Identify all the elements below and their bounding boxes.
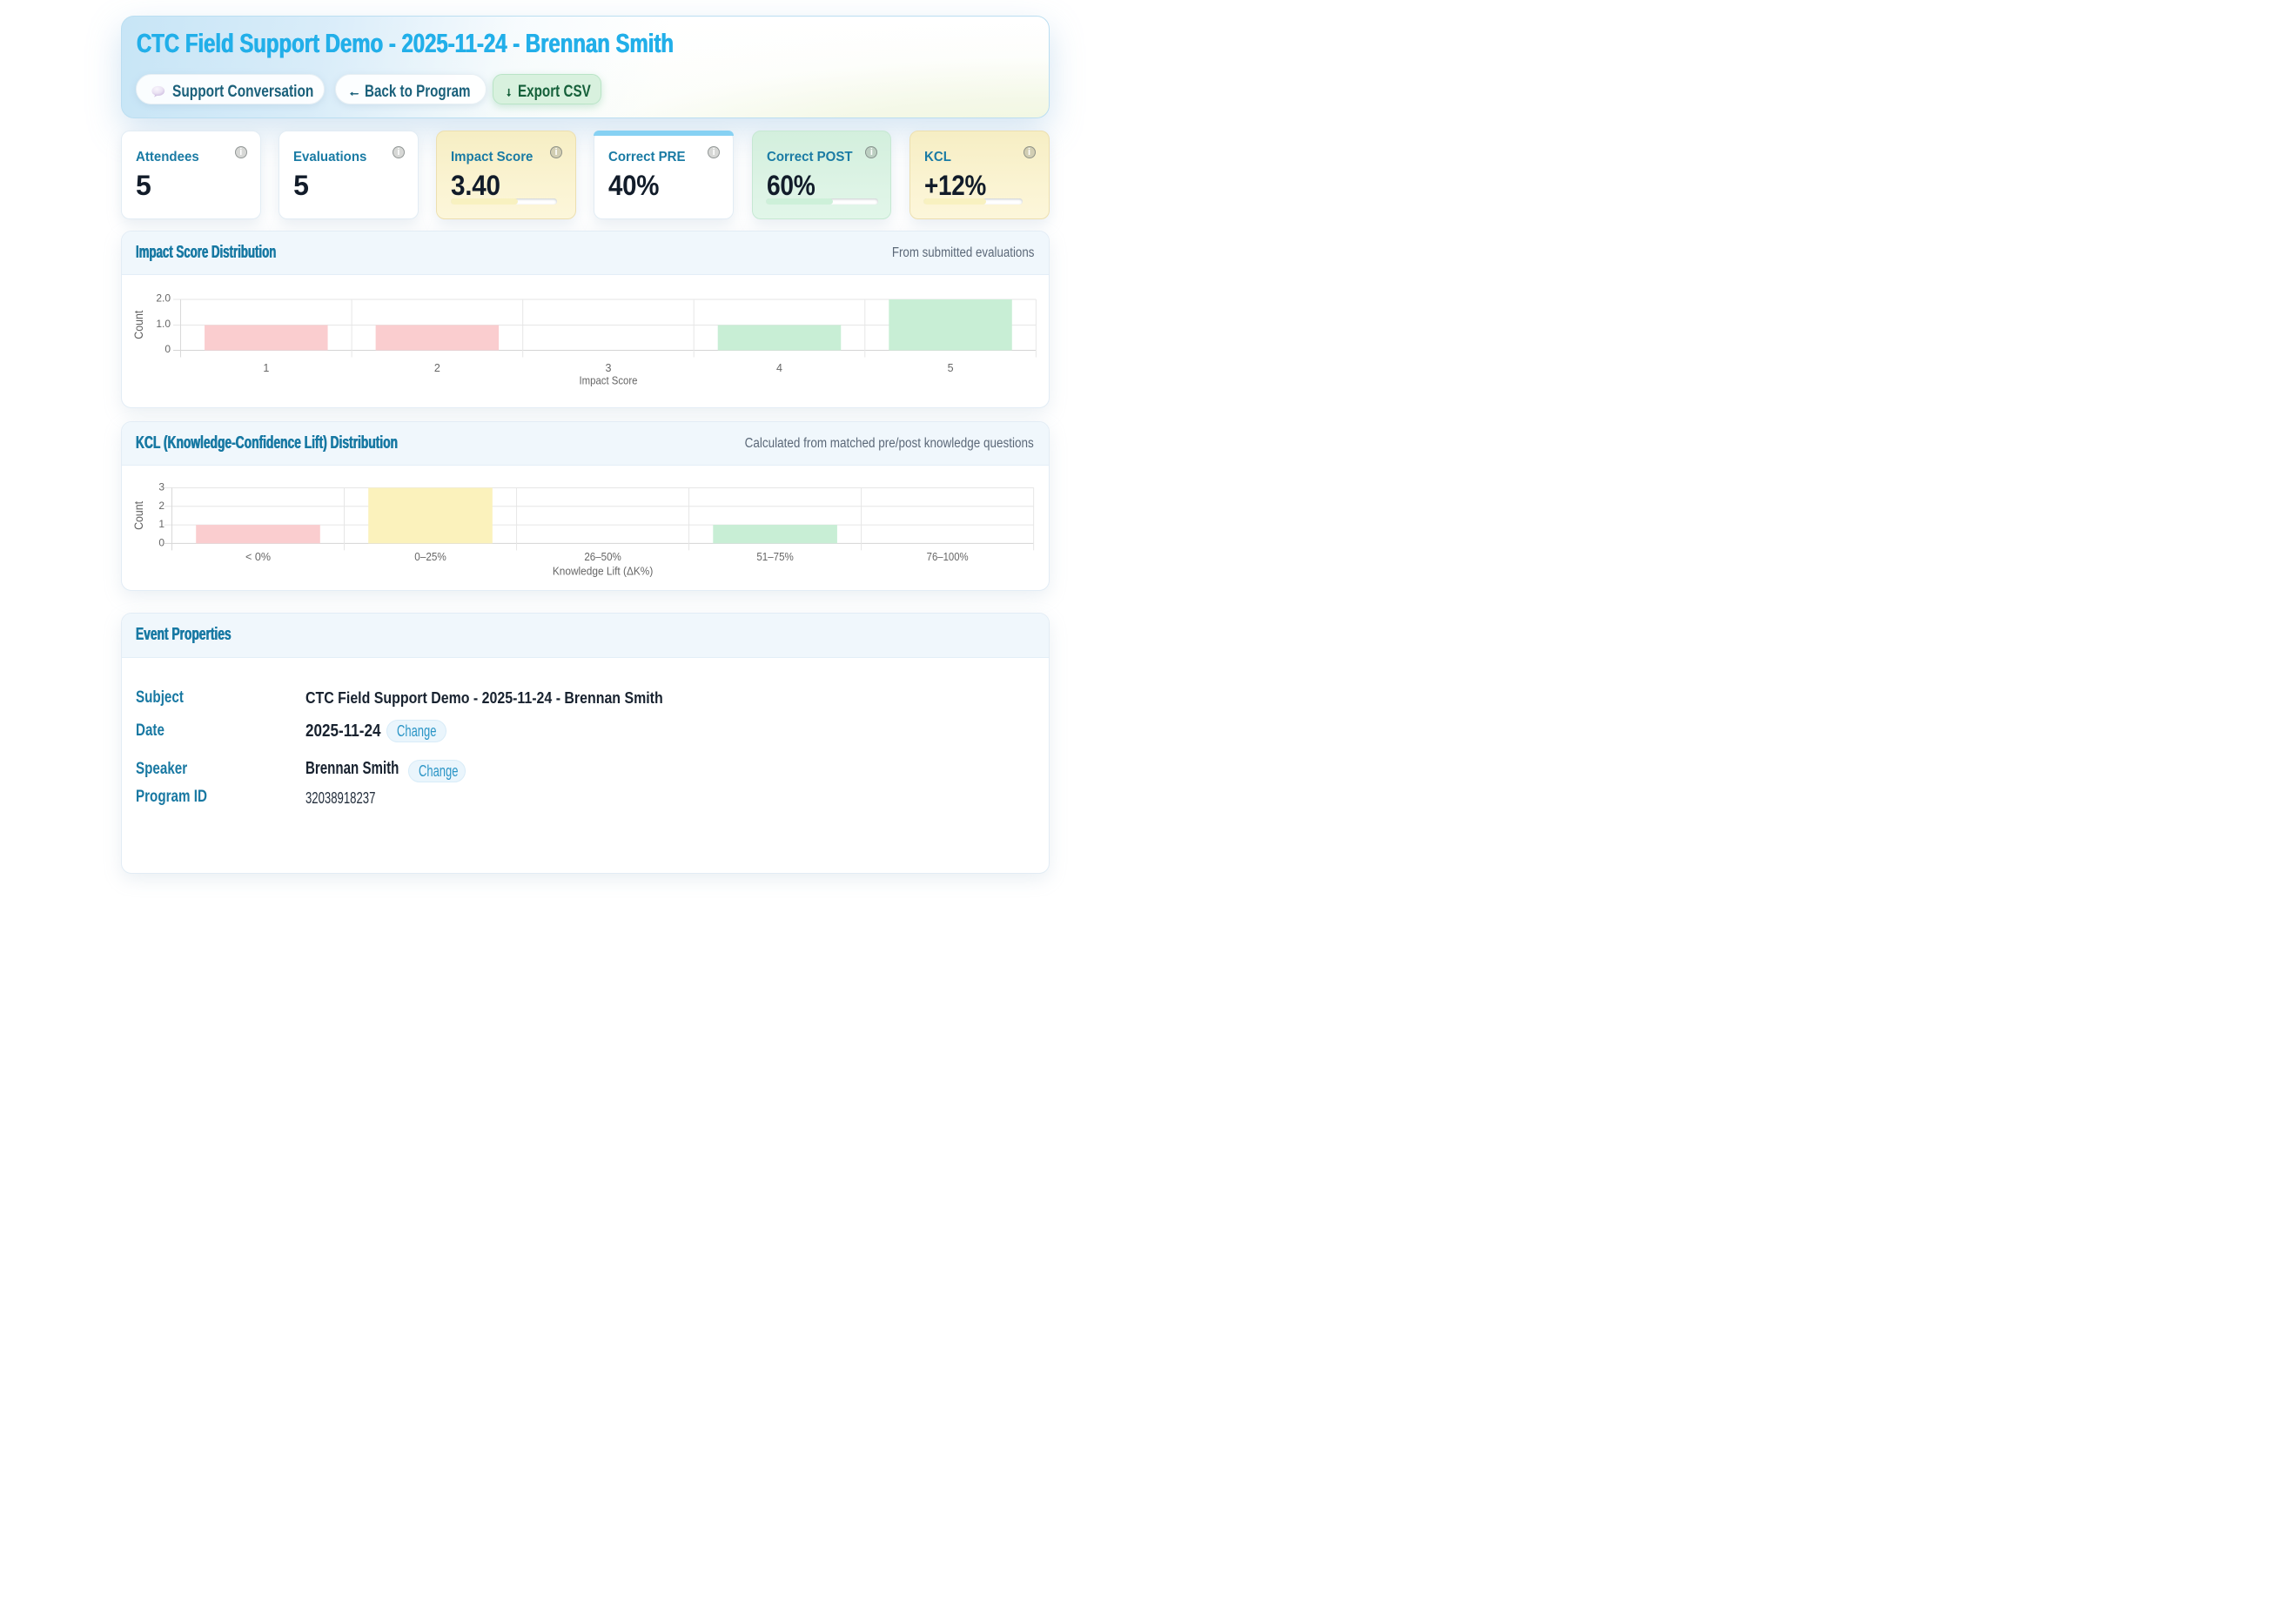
svg-text:0: 0 bbox=[164, 343, 171, 355]
svg-text:< 0%: < 0% bbox=[245, 551, 271, 563]
svg-text:4: 4 bbox=[776, 362, 782, 374]
svg-text:3: 3 bbox=[158, 481, 164, 493]
svg-text:1.0: 1.0 bbox=[156, 318, 171, 330]
svg-text:76–100%: 76–100% bbox=[927, 551, 969, 563]
svg-text:2: 2 bbox=[158, 500, 164, 512]
svg-text:1: 1 bbox=[263, 362, 269, 374]
svg-text:1: 1 bbox=[158, 518, 164, 530]
svg-text:0–25%: 0–25% bbox=[414, 551, 446, 563]
svg-text:51–75%: 51–75% bbox=[756, 551, 794, 563]
svg-text:Count: Count bbox=[132, 310, 145, 339]
svg-text:0: 0 bbox=[158, 536, 164, 548]
svg-text:2.0: 2.0 bbox=[156, 292, 171, 305]
svg-text:Impact Score: Impact Score bbox=[580, 373, 638, 386]
svg-text:Count: Count bbox=[132, 501, 145, 530]
svg-text:3: 3 bbox=[606, 362, 612, 374]
svg-text:Knowledge Lift (ΔK%): Knowledge Lift (ΔK%) bbox=[553, 564, 653, 577]
svg-text:2: 2 bbox=[434, 362, 440, 374]
svg-text:5: 5 bbox=[948, 362, 954, 374]
svg-text:26–50%: 26–50% bbox=[584, 551, 621, 563]
